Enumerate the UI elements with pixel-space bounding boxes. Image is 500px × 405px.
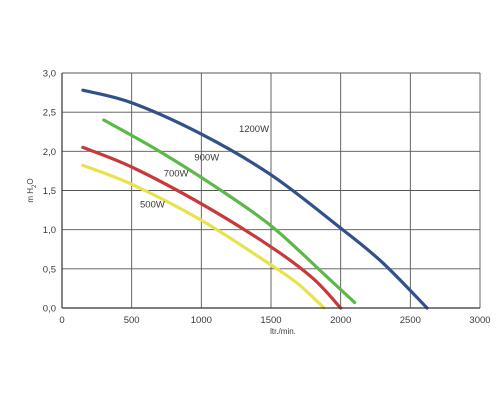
axis-layer: 0 500 1000 1500 2000 2500 3000 0,0 0,5 1,0 1,5 2,0 2… (26, 69, 491, 337)
series-label-500w: 500W (140, 200, 165, 211)
y-tick-label: 1,0 (43, 225, 56, 236)
x-tick-label: 500 (124, 315, 140, 326)
series-layer (81, 88, 429, 310)
y-axis-title: m H2O (26, 178, 38, 202)
x-tick-label: 2000 (330, 315, 351, 326)
label-layer: 1200W 900W 700W 500W (140, 124, 269, 211)
x-tick-label: 0 (59, 315, 64, 326)
series-line-500w (81, 163, 326, 310)
x-tick-label: 3000 (469, 315, 490, 326)
y-tick-label: 2,5 (43, 108, 56, 119)
x-tick-label: 1000 (191, 315, 212, 326)
series-line-1200w (81, 88, 429, 310)
x-tick-label: 1500 (260, 315, 281, 326)
series-label-900w: 900W (194, 153, 219, 164)
x-tick-label: 2500 (400, 315, 421, 326)
y-tick-label: 2,0 (43, 147, 56, 158)
series-label-1200w: 1200W (239, 124, 269, 135)
series-line-700w (81, 145, 343, 310)
y-tick-label: 3,0 (43, 69, 56, 80)
y-tick-label: 0,5 (43, 264, 56, 275)
x-axis-title: ltr./min. (270, 327, 296, 336)
grid-layer (61, 72, 481, 309)
series-label-700w: 700W (164, 168, 189, 179)
y-tick-label: 1,5 (43, 186, 56, 197)
series-line-900w (102, 118, 357, 305)
y-tick-label: 0,0 (43, 304, 56, 315)
